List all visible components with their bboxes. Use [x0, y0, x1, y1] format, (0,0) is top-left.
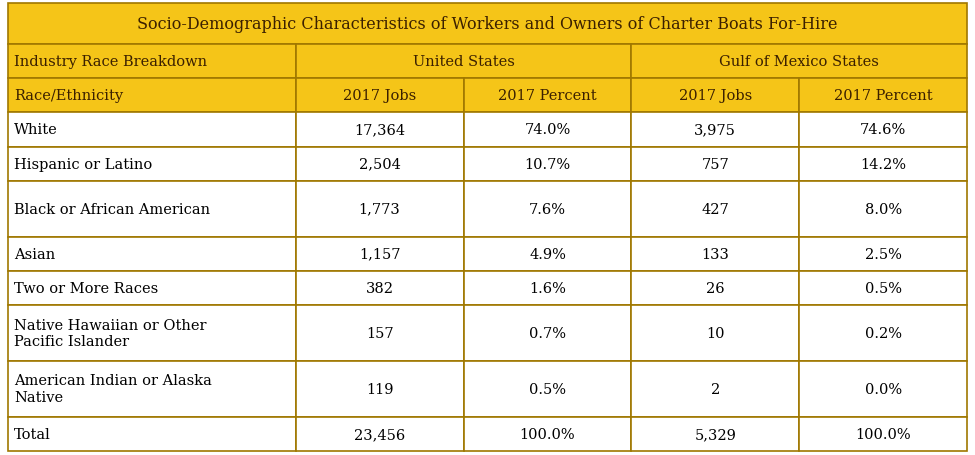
Bar: [800, 271, 967, 306]
Text: 382: 382: [366, 282, 394, 295]
Text: 2017 Jobs: 2017 Jobs: [679, 89, 752, 103]
Bar: [632, 147, 800, 182]
Bar: [295, 237, 463, 271]
Bar: [463, 113, 632, 147]
Bar: [295, 417, 463, 451]
Bar: [8, 237, 295, 271]
Bar: [632, 271, 800, 306]
Bar: [632, 182, 800, 237]
Text: 7.6%: 7.6%: [528, 202, 566, 216]
Text: 100.0%: 100.0%: [520, 427, 575, 441]
Text: 0.0%: 0.0%: [865, 382, 902, 396]
Text: Gulf of Mexico States: Gulf of Mexico States: [720, 55, 879, 69]
Bar: [295, 45, 632, 79]
Bar: [632, 361, 800, 417]
Text: Industry Race Breakdown: Industry Race Breakdown: [14, 55, 207, 69]
Bar: [8, 147, 295, 182]
Bar: [8, 306, 295, 361]
Text: 3,975: 3,975: [694, 123, 736, 137]
Text: Two or More Races: Two or More Races: [14, 282, 158, 295]
Text: Asian: Asian: [14, 247, 56, 261]
Bar: [800, 306, 967, 361]
Bar: [295, 361, 463, 417]
Text: 2017 Jobs: 2017 Jobs: [343, 89, 416, 103]
Text: 8.0%: 8.0%: [865, 202, 902, 216]
Text: Socio-Demographic Characteristics of Workers and Owners of Charter Boats For-Hir: Socio-Demographic Characteristics of Wor…: [137, 16, 838, 33]
Bar: [8, 45, 295, 79]
Bar: [632, 306, 800, 361]
Bar: [632, 237, 800, 271]
Text: 100.0%: 100.0%: [855, 427, 911, 441]
Text: United States: United States: [412, 55, 515, 69]
Text: 74.0%: 74.0%: [525, 123, 570, 137]
Text: Total: Total: [14, 427, 51, 441]
Text: 427: 427: [701, 202, 729, 216]
Bar: [8, 271, 295, 306]
Text: Race/Ethnicity: Race/Ethnicity: [14, 89, 123, 103]
Bar: [8, 417, 295, 451]
Text: 1,773: 1,773: [359, 202, 401, 216]
Text: 14.2%: 14.2%: [860, 157, 906, 172]
Bar: [8, 182, 295, 237]
Text: 119: 119: [366, 382, 393, 396]
Bar: [463, 306, 632, 361]
Bar: [632, 45, 967, 79]
Bar: [8, 113, 295, 147]
Text: 5,329: 5,329: [694, 427, 736, 441]
Bar: [800, 417, 967, 451]
Text: 133: 133: [701, 247, 729, 261]
Bar: [295, 147, 463, 182]
Text: 10: 10: [706, 326, 724, 340]
Bar: [463, 147, 632, 182]
Text: 1.6%: 1.6%: [529, 282, 566, 295]
Bar: [463, 237, 632, 271]
Text: 23,456: 23,456: [354, 427, 406, 441]
Bar: [800, 147, 967, 182]
Text: 0.5%: 0.5%: [528, 382, 566, 396]
Text: American Indian or Alaska
Native: American Indian or Alaska Native: [14, 374, 212, 404]
Bar: [463, 361, 632, 417]
Text: 757: 757: [701, 157, 729, 172]
Text: Hispanic or Latino: Hispanic or Latino: [14, 157, 152, 172]
Bar: [800, 79, 967, 113]
Text: 2017 Percent: 2017 Percent: [834, 89, 932, 103]
Text: 74.6%: 74.6%: [860, 123, 906, 137]
Bar: [463, 271, 632, 306]
Text: 2: 2: [711, 382, 720, 396]
Bar: [8, 79, 295, 113]
Text: 17,364: 17,364: [354, 123, 406, 137]
Text: 2017 Percent: 2017 Percent: [498, 89, 597, 103]
Bar: [295, 306, 463, 361]
Bar: [8, 4, 967, 45]
Text: Native Hawaiian or Other
Pacific Islander: Native Hawaiian or Other Pacific Islande…: [14, 318, 207, 349]
Text: 1,157: 1,157: [359, 247, 401, 261]
Text: White: White: [14, 123, 58, 137]
Bar: [463, 79, 632, 113]
Bar: [8, 361, 295, 417]
Bar: [295, 271, 463, 306]
Text: 0.2%: 0.2%: [865, 326, 902, 340]
Bar: [800, 182, 967, 237]
Bar: [295, 182, 463, 237]
Bar: [800, 113, 967, 147]
Text: 0.5%: 0.5%: [865, 282, 902, 295]
Text: 0.7%: 0.7%: [528, 326, 566, 340]
Bar: [295, 113, 463, 147]
Bar: [632, 113, 800, 147]
Text: 26: 26: [706, 282, 724, 295]
Text: 157: 157: [366, 326, 394, 340]
Bar: [295, 79, 463, 113]
Bar: [632, 417, 800, 451]
Bar: [800, 361, 967, 417]
Bar: [800, 237, 967, 271]
Text: 4.9%: 4.9%: [529, 247, 566, 261]
Text: 2.5%: 2.5%: [865, 247, 902, 261]
Bar: [463, 417, 632, 451]
Text: 2,504: 2,504: [359, 157, 401, 172]
Text: Black or African American: Black or African American: [14, 202, 211, 216]
Bar: [463, 182, 632, 237]
Bar: [632, 79, 800, 113]
Text: 10.7%: 10.7%: [525, 157, 570, 172]
